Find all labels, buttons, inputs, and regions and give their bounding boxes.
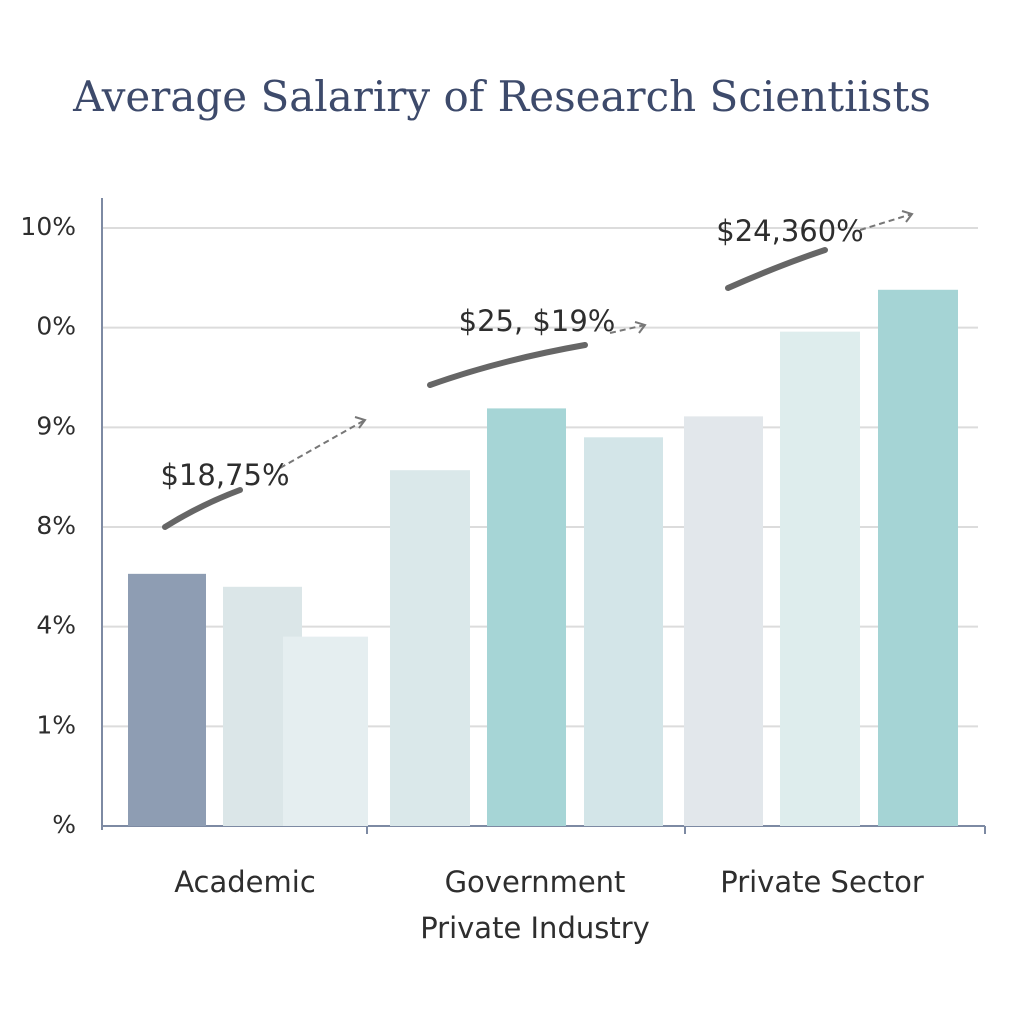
- annotation-arrow: [725, 247, 828, 291]
- annotation-arrow: [427, 342, 588, 388]
- annotation-arrow-head: [901, 210, 914, 223]
- annotation: $25, $19%: [459, 304, 616, 338]
- annotation: $24,360%: [716, 214, 863, 248]
- bar: [487, 408, 566, 826]
- y-tick-label: 0%: [36, 312, 76, 341]
- annotation-arrow: [162, 487, 243, 530]
- annotation-arrow-head: [354, 416, 367, 429]
- annotation-arrow-dashed: [279, 419, 366, 469]
- annotation-arrow-dashed: [609, 324, 646, 334]
- x-tick-label: Academic: [174, 865, 316, 899]
- y-tick-label: %: [52, 810, 76, 839]
- bar: [780, 331, 860, 826]
- chart-title: Average Salariry of Research Scientiists: [72, 72, 931, 121]
- y-tick-label: 8%: [36, 511, 76, 540]
- y-tick-label: 10%: [20, 212, 76, 241]
- bar: [878, 289, 958, 826]
- y-tick-label: 1%: [36, 710, 76, 739]
- bar: [584, 437, 663, 826]
- x-tick-label: Private Industry: [420, 911, 650, 945]
- annotation-arrow-dashed: [859, 213, 913, 231]
- bar: [283, 636, 368, 826]
- bar: [684, 416, 763, 826]
- annotation-arrow-head: [634, 321, 647, 334]
- bar: [128, 573, 206, 826]
- y-tick-label: 9%: [36, 411, 76, 440]
- x-tick-label: Private Sector: [720, 865, 924, 899]
- annotation: $18,75%: [160, 458, 289, 492]
- x-tick-label: Government: [445, 865, 626, 899]
- bar: [390, 470, 470, 826]
- y-tick-label: 4%: [36, 611, 76, 640]
